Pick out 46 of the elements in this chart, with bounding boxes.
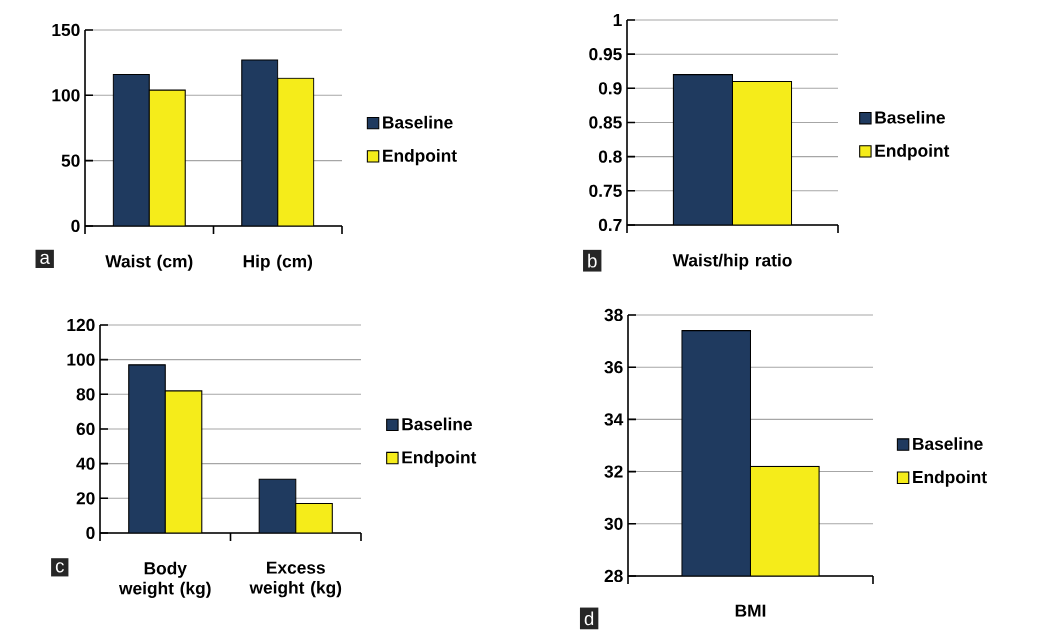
legend-label: Endpoint [875, 144, 950, 161]
text: c [55, 562, 64, 573]
y-tick-label: 0.75 [589, 184, 622, 197]
y-tick-label: 1 [613, 14, 622, 26]
y-tick-label: 0.9 [598, 82, 622, 95]
y-tick-label: 38 [604, 308, 623, 322]
y-tick-label: 32 [604, 465, 623, 478]
bar [258, 478, 297, 533]
x-tick-label: Hip (cm) [243, 254, 313, 271]
x-tick-label: Body weight (kg) [119, 561, 211, 598]
bar [128, 364, 166, 533]
y-tick-label: 50 [61, 154, 80, 167]
bar [164, 390, 203, 533]
legend-label: Endpoint [913, 470, 987, 487]
legend-label: Endpoint [402, 450, 477, 467]
legend-label: Baseline [875, 110, 945, 124]
y-tick-label: 0.95 [589, 48, 622, 61]
x-tick-label: Waist (cm) [105, 254, 193, 271]
text: a [40, 253, 50, 265]
y-tick-label: 36 [604, 361, 623, 374]
y-tick-label: 100 [67, 353, 95, 366]
y-tick-label: 0 [71, 219, 80, 233]
y-tick-label: 20 [76, 492, 95, 505]
legend-label: Baseline [402, 417, 472, 431]
text: d [584, 611, 594, 626]
x-tick-label: Excess weight (kg) [249, 561, 342, 598]
y-tick-label: 34 [604, 413, 624, 426]
x-tick-label: Waist/hip ratio [672, 253, 792, 270]
y-tick-label: 60 [76, 422, 95, 436]
y-tick-label: 30 [604, 517, 623, 530]
y-tick-label: 0.85 [589, 116, 622, 129]
bar [295, 502, 333, 533]
y-tick-label: 150 [52, 23, 80, 37]
y-tick-label: 0.7 [598, 218, 622, 232]
y-tick-label: 0 [86, 526, 95, 540]
legend-label: Endpoint [383, 149, 457, 166]
x-tick-label: BMI [735, 604, 766, 617]
y-tick-label: 100 [52, 89, 80, 102]
legend-label: Baseline [383, 115, 453, 129]
legend-label: Baseline [913, 437, 983, 450]
y-tick-label: 80 [76, 388, 95, 401]
y-tick-label: 28 [604, 569, 623, 583]
y-tick-label: 40 [76, 457, 95, 470]
y-tick-label: 120 [67, 318, 95, 332]
y-tick-label: 0.8 [598, 150, 622, 163]
text: b [588, 253, 597, 268]
